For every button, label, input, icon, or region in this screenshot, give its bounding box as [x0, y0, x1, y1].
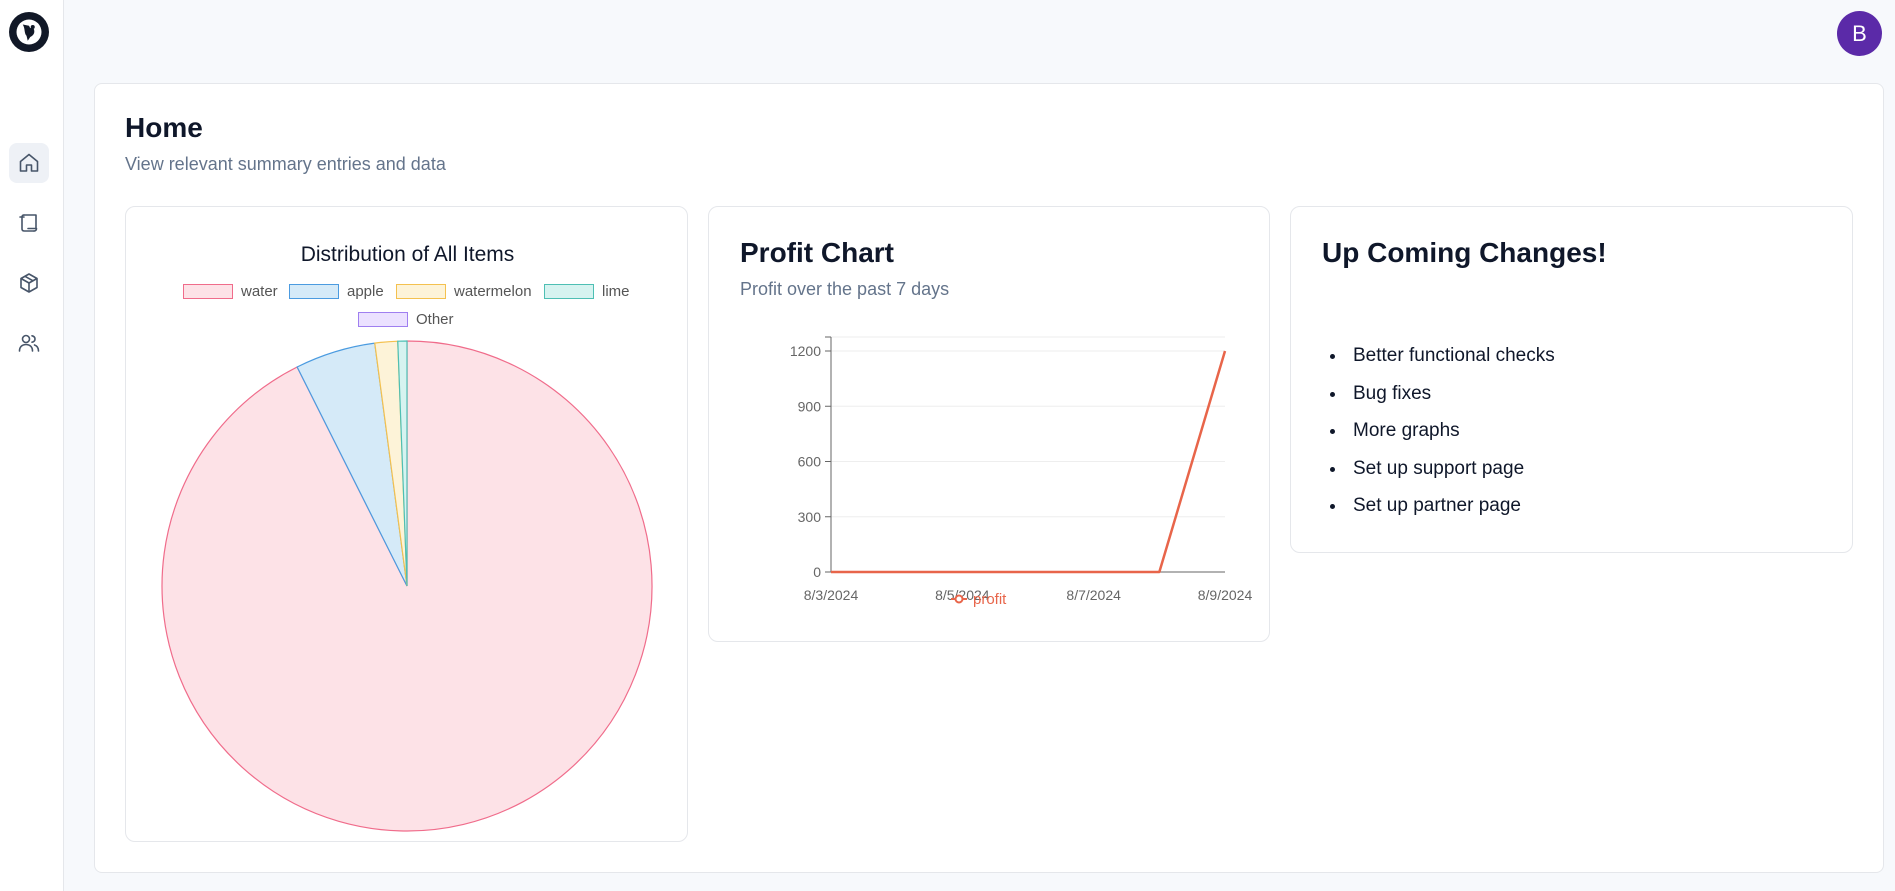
- list-item: Bug fixes: [1347, 383, 1555, 421]
- legend-swatch: [396, 284, 446, 299]
- legend-swatch: [183, 284, 233, 299]
- pie-legend-item-watermelon[interactable]: watermelon: [396, 283, 532, 300]
- sidebar-item-users[interactable]: [9, 323, 49, 363]
- package-icon: [20, 273, 38, 293]
- y-tick-label: 900: [798, 398, 822, 414]
- pie-legend-item-apple[interactable]: apple: [289, 283, 384, 300]
- sidebar-item-home[interactable]: [9, 143, 49, 183]
- changes-list: Better functional checks Bug fixes More …: [1347, 345, 1555, 533]
- profit-line-chart: 0 300 600 900 1200 8/3/2024 8/5/2024 8/7/2024 8/…: [790, 336, 1253, 608]
- y-tick-label: 0: [813, 564, 821, 580]
- pie-slice-lime[interactable]: [397, 340, 408, 587]
- list-item: Set up partner page: [1347, 495, 1555, 533]
- user-avatar[interactable]: B: [1837, 11, 1882, 56]
- legend-label: water: [241, 283, 278, 300]
- list-item: More graphs: [1347, 420, 1555, 458]
- legend-swatch: [289, 284, 339, 299]
- y-tick-label: 600: [798, 454, 822, 470]
- logo-icon: [16, 19, 42, 45]
- x-tick-label: 8/5/2024: [935, 587, 990, 603]
- profit-chart-title: Profit Chart: [740, 237, 894, 268]
- profit-chart-subtitle: Profit over the past 7 days: [740, 279, 950, 299]
- legend-label: apple: [347, 283, 384, 300]
- legend-swatch: [358, 312, 408, 327]
- series-line-profit[interactable]: [831, 350, 1227, 574]
- x-tick-label: 8/9/2024: [1198, 587, 1253, 603]
- pie-legend-item-water[interactable]: water: [183, 283, 278, 300]
- x-tick-label: 8/7/2024: [1066, 587, 1121, 603]
- legend-marker: [954, 594, 964, 604]
- list-item: Set up support page: [1347, 458, 1555, 496]
- legend-label: Other: [416, 311, 454, 328]
- users-icon: [18, 334, 40, 352]
- pie-legend-item-other[interactable]: Other: [358, 311, 454, 328]
- legend-label: watermelon: [454, 283, 532, 300]
- y-tick-label: 300: [798, 509, 822, 525]
- scroll-icon: [19, 214, 38, 232]
- app-logo[interactable]: [9, 12, 49, 52]
- page-title: Home: [125, 112, 203, 143]
- changes-title: Up Coming Changes!: [1322, 237, 1607, 268]
- pie-chart: [161, 340, 653, 832]
- legend-swatch: [544, 284, 594, 299]
- y-tick-label: 1200: [790, 343, 821, 359]
- page-subtitle: View relevant summary entries and data: [125, 154, 446, 174]
- pie-legend-item-lime[interactable]: lime: [544, 283, 630, 300]
- sidebar-item-scroll[interactable]: [9, 203, 49, 243]
- legend-label-profit[interactable]: profit: [973, 591, 1007, 608]
- sidebar-item-package[interactable]: [9, 263, 49, 303]
- x-tick-label: 8/3/2024: [804, 587, 859, 603]
- pie-chart-title: Distribution of All Items: [300, 243, 515, 266]
- sidebar: [0, 0, 64, 891]
- profit-card: Profit Chart Profit over the past 7 days…: [708, 206, 1270, 642]
- distribution-card: Distribution of All Items water apple wa…: [125, 206, 688, 842]
- legend-label: lime: [602, 283, 630, 300]
- upcoming-changes-card: Up Coming Changes! Better functional che…: [1290, 206, 1853, 553]
- home-icon: [19, 153, 39, 172]
- list-item: Better functional checks: [1347, 345, 1555, 383]
